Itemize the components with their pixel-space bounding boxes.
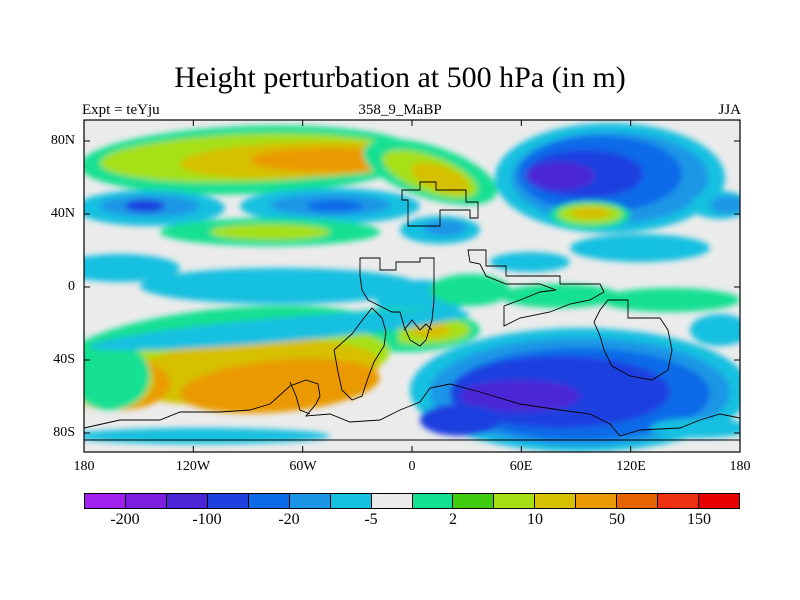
y-tick-label-40s: 40S xyxy=(53,352,75,367)
contour-region xyxy=(526,162,594,190)
coastline-outline xyxy=(84,181,740,441)
x-tick-label-180e: 180 xyxy=(729,459,751,474)
y-tick-label-0: 0 xyxy=(68,279,75,294)
experiment-label: Expt = teYju xyxy=(82,102,160,118)
contour-region xyxy=(500,284,620,308)
continent-outline-asia xyxy=(467,249,605,327)
axis-ticks xyxy=(83,120,741,452)
contour-region xyxy=(650,418,740,438)
colorbar-swatch xyxy=(617,494,659,508)
continent-outline-antarctica xyxy=(84,379,740,441)
contour-region xyxy=(140,268,420,304)
colorbar-swatch xyxy=(576,494,618,508)
season-label: JJA xyxy=(718,102,741,118)
colorbar-swatch xyxy=(412,494,454,508)
contour-field xyxy=(84,120,740,452)
colorbar-swatch xyxy=(85,494,126,508)
coastline-detail-mid xyxy=(403,319,433,331)
continent-outline-australia xyxy=(593,299,673,381)
colorbar-swatch xyxy=(494,494,536,508)
contour-region xyxy=(570,207,610,219)
colorbar-swatch xyxy=(371,494,413,508)
y-tick-label-40n: 40N xyxy=(50,206,75,221)
plot-title: Height perturbation at 500 hPa (in m) xyxy=(174,61,626,94)
contour-region xyxy=(600,288,740,312)
contour-region xyxy=(420,404,500,436)
continent-outline-north xyxy=(401,181,479,227)
colorbar-swatch xyxy=(535,494,577,508)
colorbar-swatch xyxy=(166,494,208,508)
x-tick-label-120e: 120E xyxy=(616,459,646,474)
x-tick-label-60e: 60E xyxy=(509,459,533,474)
colorbar-label: 150 xyxy=(687,511,711,528)
colorbar-swatch xyxy=(699,494,739,508)
x-tick-label-180w: 180 xyxy=(73,459,95,474)
contour-region xyxy=(410,322,450,338)
colorbar-swatch xyxy=(289,494,331,508)
contour-region xyxy=(490,252,570,272)
colorbar-swatch xyxy=(658,494,700,508)
colorbar-swatch xyxy=(125,494,167,508)
contour-region xyxy=(690,314,740,346)
contour-region xyxy=(84,342,150,410)
contour-region xyxy=(460,380,580,412)
contour-region xyxy=(210,224,330,240)
x-tick-label-60w: 60W xyxy=(289,459,317,474)
colorbar-label: -100 xyxy=(192,511,222,528)
contour-region xyxy=(423,220,467,236)
y-tick-label-80n: 80N xyxy=(50,133,75,148)
contour-region xyxy=(710,196,740,214)
contour-region xyxy=(125,200,165,212)
colorbar-label: 10 xyxy=(527,511,543,528)
colorbar-label: -20 xyxy=(278,511,300,528)
colorbar-swatch xyxy=(207,494,249,508)
continent-outline-south-america xyxy=(333,307,387,401)
continent-outline-africa xyxy=(359,257,435,347)
time-period-label: 358_9_MaBP xyxy=(358,102,442,118)
contour-region xyxy=(84,428,330,444)
contour-region xyxy=(570,234,710,262)
colorbar-swatch xyxy=(330,494,372,508)
x-tick-label-0: 0 xyxy=(408,459,416,474)
y-tick-label-80s: 80S xyxy=(53,425,75,440)
colorbar-label: -200 xyxy=(110,511,140,528)
x-tick-label-120w: 120W xyxy=(175,459,211,474)
colorbar-swatch xyxy=(248,494,290,508)
colorbar-swatch xyxy=(453,494,495,508)
contour-region xyxy=(430,274,510,306)
colorbar-label: 2 xyxy=(449,511,457,528)
colorbar xyxy=(84,493,740,509)
contour-region xyxy=(180,358,380,414)
contour-region xyxy=(84,254,180,282)
colorbar-label: 50 xyxy=(609,511,625,528)
contour-region xyxy=(411,162,469,194)
colorbar-label: -5 xyxy=(364,511,378,528)
contour-region xyxy=(307,200,363,212)
coastline-detail-west xyxy=(289,381,311,415)
contour-region xyxy=(90,309,470,351)
